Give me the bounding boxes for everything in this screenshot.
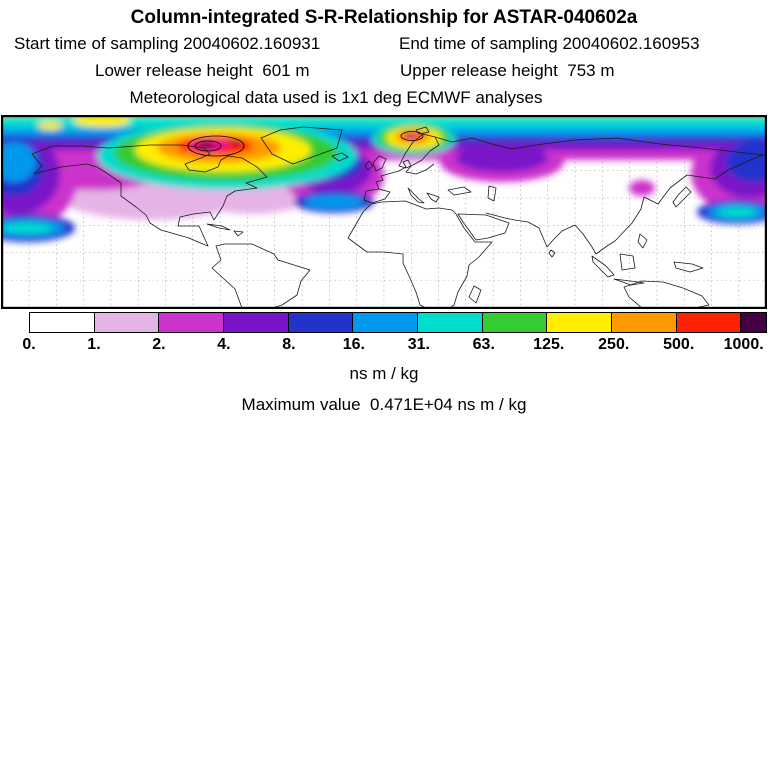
colorbar-segment: [222, 313, 288, 332]
colorbar-tick-label: 1000.: [723, 336, 764, 353]
colorbar-tick-label: 250.: [598, 336, 630, 353]
world-map: [2, 116, 766, 308]
colorbar-ticks: 0. 1. 2. 4. 8. 16. 31. 63. 125. 250. 500. 1000.: [22, 336, 768, 356]
colorbar-segment: [93, 313, 159, 332]
map-border: [2, 116, 766, 308]
colorbar-tick-label: 1.: [87, 336, 101, 353]
end-time-label: End time of sampling 20040602.160953: [399, 34, 700, 53]
units-label: ns m / kg: [349, 364, 419, 383]
coastlines: [31, 126, 765, 308]
concentration-field: [2, 116, 766, 242]
colorbar-segment: [740, 313, 767, 332]
colorbar-tick-label: 63.: [472, 336, 495, 353]
colorbar-segment: [287, 313, 353, 332]
colorbar-tick-label: 4.: [217, 336, 231, 353]
colorbar-tick-label: 125.: [533, 336, 565, 353]
colorbar-segment: [546, 313, 611, 332]
colorbar-tick-label: 2.: [152, 336, 166, 353]
start-time-label: Start time of sampling 20040602.160931: [14, 34, 321, 53]
colorbar: [29, 312, 767, 333]
upper-release-label: Upper release height 753 m: [400, 61, 615, 80]
colorbar-segment: [30, 313, 94, 332]
colorbar-segment: [158, 313, 223, 332]
page-title: Column-integrated S-R-Relationship for A…: [130, 7, 638, 28]
colorbar-tick-label: 0.: [22, 336, 36, 353]
world-map-panel: [1, 115, 767, 309]
colorbar-segment: [352, 313, 417, 332]
colorbar-segment: [416, 313, 482, 332]
lower-release-label: Lower release height 601 m: [95, 61, 310, 80]
colorbar-segment: [610, 313, 676, 332]
colorbar-tick-label: 16.: [342, 336, 365, 353]
max-value-line: Maximum value 0.471E+04 ns m / kg: [241, 395, 527, 414]
colorbar-tick-label: 500.: [663, 336, 695, 353]
met-data-label: Meteorological data used is 1x1 deg ECMW…: [129, 88, 543, 107]
colorbar-tick-label: 31.: [407, 336, 430, 353]
colorbar-segment: [481, 313, 547, 332]
colorbar-segment: [675, 313, 741, 332]
colorbar-tick-label: 8.: [282, 336, 296, 353]
